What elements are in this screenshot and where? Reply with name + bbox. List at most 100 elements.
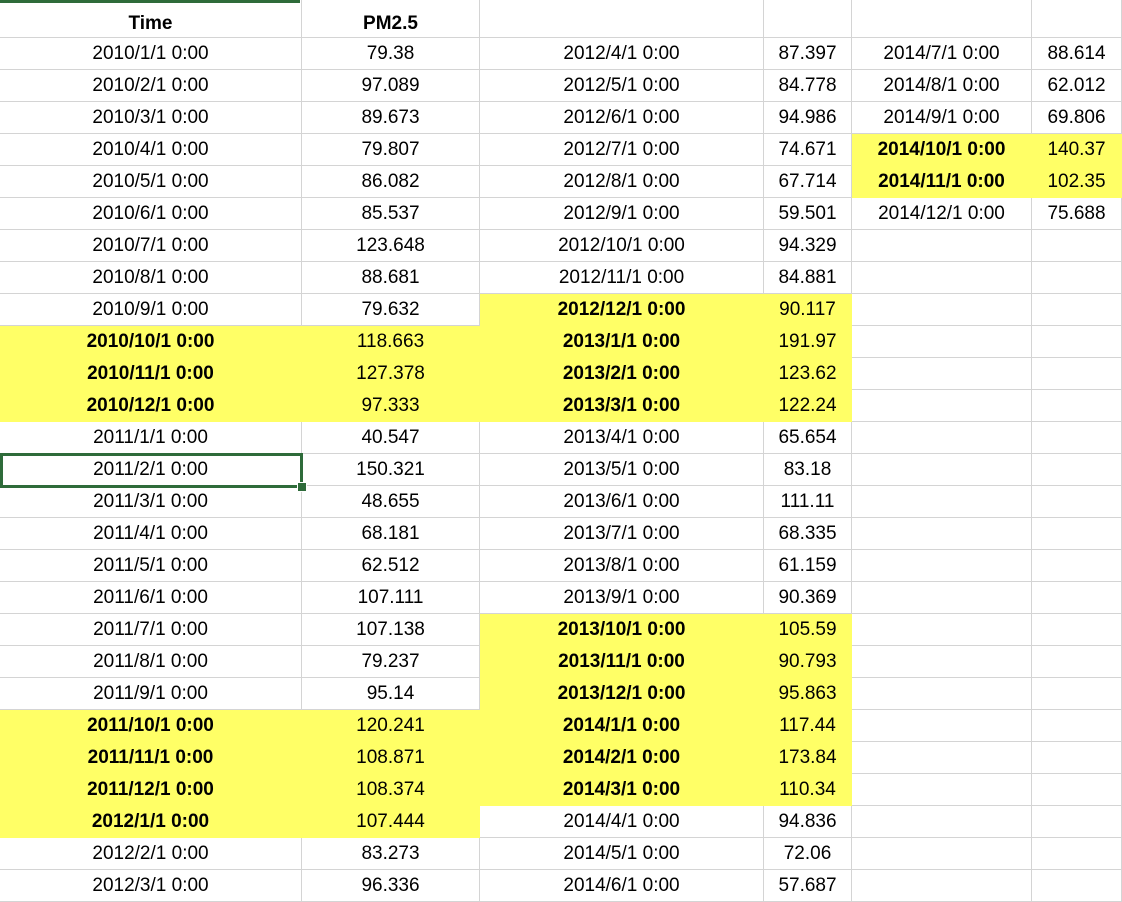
time-cell[interactable]: 2011/2/1 0:00 <box>0 454 302 486</box>
time-cell[interactable]: 2012/11/1 0:00 <box>480 262 764 294</box>
time-cell[interactable]: 2010/2/1 0:00 <box>0 70 302 102</box>
fill-handle[interactable] <box>297 482 307 492</box>
time-cell[interactable]: 2013/4/1 0:00 <box>480 422 764 454</box>
time-cell[interactable]: 2014/1/1 0:00 <box>480 710 764 742</box>
pm25-cell[interactable]: 107.111 <box>302 582 480 614</box>
empty-cell[interactable] <box>1032 486 1122 518</box>
pm25-cell[interactable]: 108.374 <box>302 774 480 806</box>
empty-cell[interactable] <box>852 678 1032 710</box>
time-cell[interactable]: 2014/4/1 0:00 <box>480 806 764 838</box>
header-empty-d[interactable] <box>764 0 852 38</box>
header-pm25[interactable]: PM2.5 <box>302 0 480 38</box>
pm25-cell[interactable]: 79.237 <box>302 646 480 678</box>
time-cell[interactable]: 2012/4/1 0:00 <box>480 38 764 70</box>
time-cell[interactable]: 2012/7/1 0:00 <box>480 134 764 166</box>
empty-cell[interactable] <box>1032 614 1122 646</box>
pm25-cell[interactable]: 79.807 <box>302 134 480 166</box>
time-cell[interactable]: 2013/5/1 0:00 <box>480 454 764 486</box>
empty-cell[interactable] <box>852 582 1032 614</box>
time-cell[interactable]: 2010/6/1 0:00 <box>0 198 302 230</box>
pm25-cell[interactable]: 83.18 <box>764 454 852 486</box>
time-cell[interactable]: 2011/10/1 0:00 <box>0 710 302 742</box>
empty-cell[interactable] <box>1032 518 1122 550</box>
pm25-cell[interactable]: 68.335 <box>764 518 852 550</box>
pm25-cell[interactable]: 90.117 <box>764 294 852 326</box>
time-cell[interactable]: 2011/12/1 0:00 <box>0 774 302 806</box>
time-cell[interactable]: 2013/10/1 0:00 <box>480 614 764 646</box>
pm25-cell[interactable]: 123.648 <box>302 230 480 262</box>
header-empty-c[interactable] <box>480 0 764 38</box>
time-cell[interactable]: 2014/8/1 0:00 <box>852 70 1032 102</box>
empty-cell[interactable] <box>852 614 1032 646</box>
pm25-cell[interactable]: 62.012 <box>1032 70 1122 102</box>
time-cell[interactable]: 2010/12/1 0:00 <box>0 390 302 422</box>
time-cell[interactable]: 2011/6/1 0:00 <box>0 582 302 614</box>
time-cell[interactable]: 2014/2/1 0:00 <box>480 742 764 774</box>
time-cell[interactable]: 2012/5/1 0:00 <box>480 70 764 102</box>
time-cell[interactable]: 2010/3/1 0:00 <box>0 102 302 134</box>
pm25-cell[interactable]: 97.333 <box>302 390 480 422</box>
empty-cell[interactable] <box>1032 742 1122 774</box>
time-cell[interactable]: 2012/12/1 0:00 <box>480 294 764 326</box>
pm25-cell[interactable]: 150.321 <box>302 454 480 486</box>
empty-cell[interactable] <box>852 262 1032 294</box>
time-cell[interactable]: 2014/6/1 0:00 <box>480 870 764 902</box>
empty-cell[interactable] <box>852 454 1032 486</box>
time-cell[interactable]: 2011/3/1 0:00 <box>0 486 302 518</box>
time-cell[interactable]: 2014/11/1 0:00 <box>852 166 1032 198</box>
pm25-cell[interactable]: 94.329 <box>764 230 852 262</box>
pm25-cell[interactable]: 40.547 <box>302 422 480 454</box>
empty-cell[interactable] <box>852 422 1032 454</box>
time-cell[interactable]: 2012/2/1 0:00 <box>0 838 302 870</box>
time-cell[interactable]: 2010/10/1 0:00 <box>0 326 302 358</box>
pm25-cell[interactable]: 90.369 <box>764 582 852 614</box>
time-cell[interactable]: 2014/3/1 0:00 <box>480 774 764 806</box>
time-cell[interactable]: 2014/9/1 0:00 <box>852 102 1032 134</box>
empty-cell[interactable] <box>1032 262 1122 294</box>
pm25-cell[interactable]: 111.11 <box>764 486 852 518</box>
pm25-cell[interactable]: 67.714 <box>764 166 852 198</box>
pm25-cell[interactable]: 140.37 <box>1032 134 1122 166</box>
pm25-cell[interactable]: 74.671 <box>764 134 852 166</box>
empty-cell[interactable] <box>1032 230 1122 262</box>
pm25-cell[interactable]: 68.181 <box>302 518 480 550</box>
time-cell[interactable]: 2010/8/1 0:00 <box>0 262 302 294</box>
pm25-cell[interactable]: 123.62 <box>764 358 852 390</box>
pm25-cell[interactable]: 62.512 <box>302 550 480 582</box>
time-cell[interactable]: 2012/3/1 0:00 <box>0 870 302 902</box>
pm25-cell[interactable]: 95.863 <box>764 678 852 710</box>
empty-cell[interactable] <box>852 774 1032 806</box>
pm25-cell[interactable]: 173.84 <box>764 742 852 774</box>
pm25-cell[interactable]: 95.14 <box>302 678 480 710</box>
time-cell[interactable]: 2013/3/1 0:00 <box>480 390 764 422</box>
empty-cell[interactable] <box>1032 806 1122 838</box>
time-cell[interactable]: 2011/1/1 0:00 <box>0 422 302 454</box>
pm25-cell[interactable]: 86.082 <box>302 166 480 198</box>
empty-cell[interactable] <box>852 486 1032 518</box>
time-cell[interactable]: 2012/9/1 0:00 <box>480 198 764 230</box>
time-cell[interactable]: 2013/12/1 0:00 <box>480 678 764 710</box>
pm25-cell[interactable]: 94.986 <box>764 102 852 134</box>
time-cell[interactable]: 2013/2/1 0:00 <box>480 358 764 390</box>
time-cell[interactable]: 2011/8/1 0:00 <box>0 646 302 678</box>
empty-cell[interactable] <box>852 742 1032 774</box>
time-cell[interactable]: 2010/7/1 0:00 <box>0 230 302 262</box>
time-cell[interactable]: 2014/12/1 0:00 <box>852 198 1032 230</box>
empty-cell[interactable] <box>852 294 1032 326</box>
empty-cell[interactable] <box>852 390 1032 422</box>
empty-cell[interactable] <box>1032 454 1122 486</box>
pm25-cell[interactable]: 79.632 <box>302 294 480 326</box>
empty-cell[interactable] <box>852 646 1032 678</box>
time-cell[interactable]: 2010/11/1 0:00 <box>0 358 302 390</box>
pm25-cell[interactable]: 89.673 <box>302 102 480 134</box>
pm25-cell[interactable]: 84.778 <box>764 70 852 102</box>
time-cell[interactable]: 2012/8/1 0:00 <box>480 166 764 198</box>
time-cell[interactable]: 2013/8/1 0:00 <box>480 550 764 582</box>
pm25-cell[interactable]: 110.34 <box>764 774 852 806</box>
pm25-cell[interactable]: 117.44 <box>764 710 852 742</box>
empty-cell[interactable] <box>852 710 1032 742</box>
pm25-cell[interactable]: 96.336 <box>302 870 480 902</box>
time-cell[interactable]: 2013/1/1 0:00 <box>480 326 764 358</box>
pm25-cell[interactable]: 88.681 <box>302 262 480 294</box>
